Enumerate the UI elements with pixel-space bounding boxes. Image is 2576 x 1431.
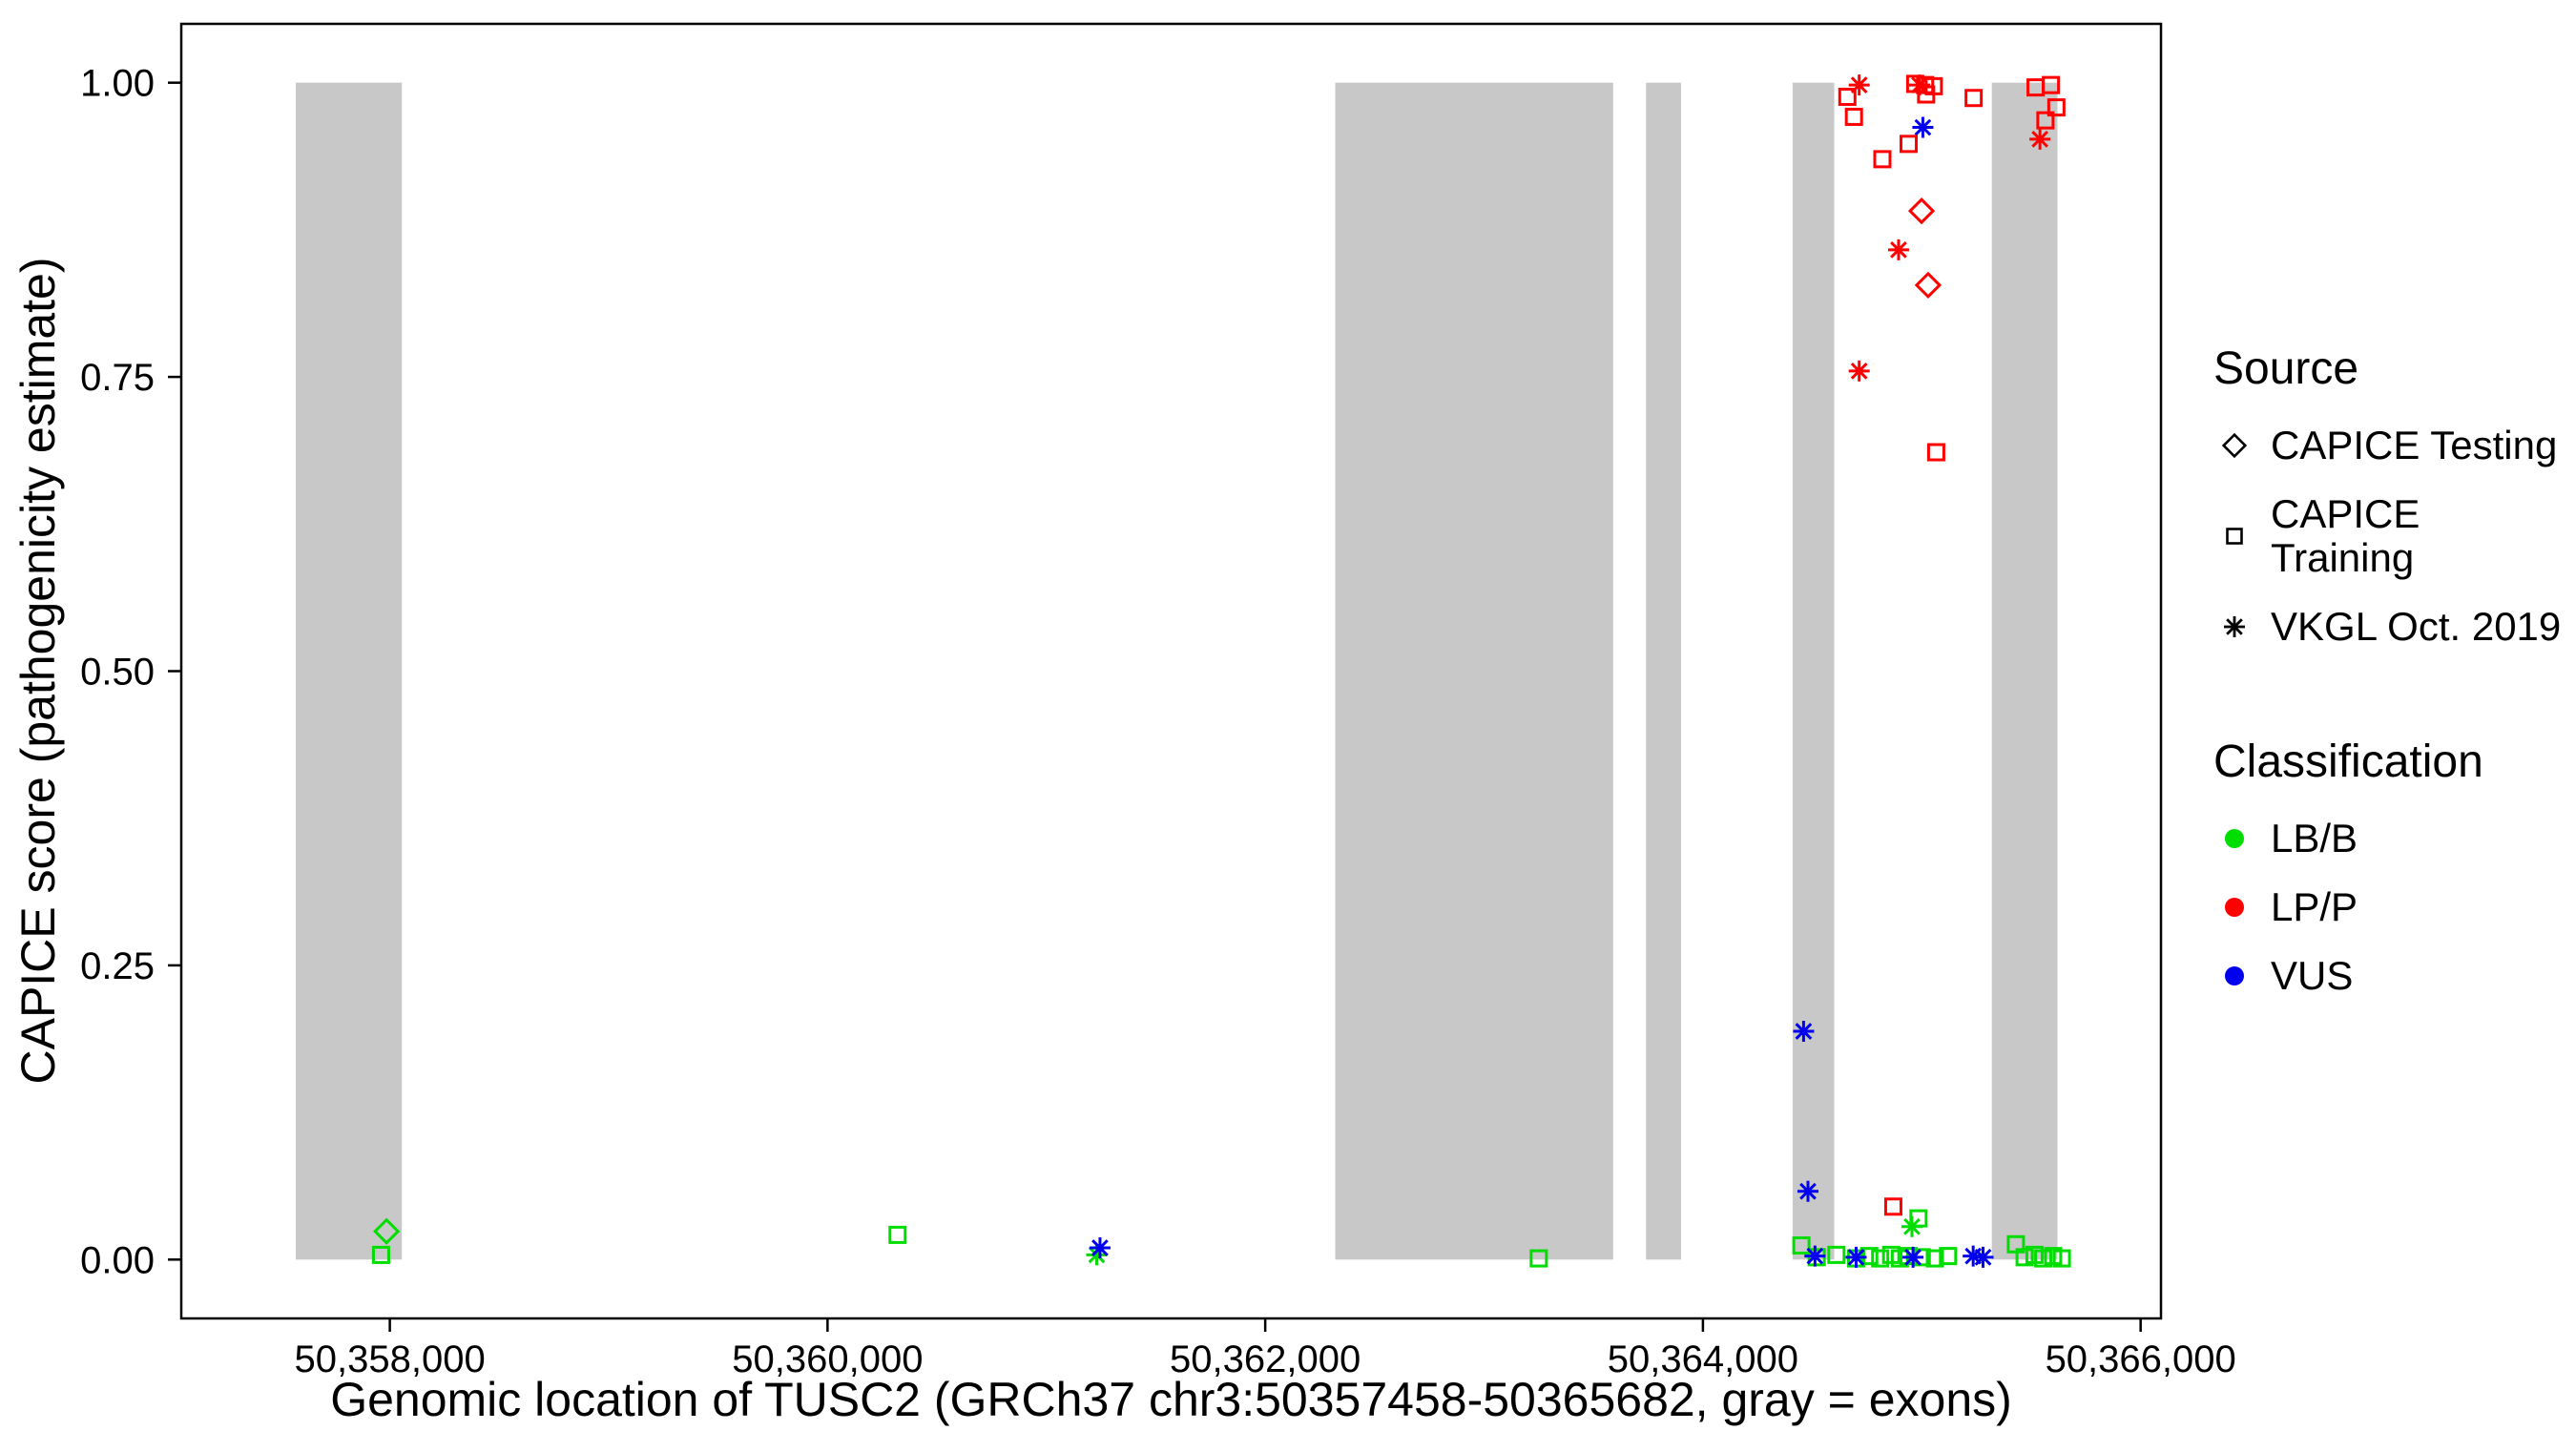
diamond-icon	[2221, 432, 2248, 459]
point-asterisk	[1848, 360, 1870, 382]
point-square	[2036, 111, 2055, 130]
point-square	[2034, 1249, 2053, 1268]
point-asterisk	[1086, 1244, 1108, 1266]
legend-section-classification: Classification LB/B LP/P VUS	[2213, 736, 2566, 998]
point-square	[1900, 135, 1919, 154]
point-asterisk	[1793, 1020, 1815, 1042]
point-square	[888, 1225, 907, 1244]
point-asterisk	[1902, 1246, 1924, 1268]
point-asterisk	[1804, 1245, 1826, 1267]
point-square	[1529, 1249, 1548, 1268]
point-square	[2046, 98, 2066, 117]
y-tick-label: 0.50	[80, 652, 155, 694]
x-axis-title: Genomic location of TUSC2 (GRCh37 chr3:5…	[330, 1373, 2012, 1426]
x-tick-label: 50,360,000	[732, 1338, 923, 1380]
point-asterisk	[1901, 1215, 1922, 1237]
lpp-dot-icon	[2225, 898, 2244, 917]
point-asterisk	[1908, 74, 1930, 96]
point-square	[1939, 1247, 1958, 1266]
point-square	[1926, 443, 1945, 462]
point-asterisk	[1797, 1180, 1819, 1202]
exon-region	[1792, 82, 1835, 1260]
y-tick-label: 0.75	[80, 357, 155, 399]
legend-item-capice-training: CAPICE Training	[2213, 492, 2566, 580]
x-tick-label: 50,366,000	[2046, 1338, 2236, 1380]
x-tick-label: 50,358,000	[295, 1338, 486, 1380]
point-square	[1871, 1249, 1890, 1268]
point-square	[1827, 1245, 1846, 1264]
point-asterisk	[1845, 1246, 1867, 1268]
asterisk-icon	[2224, 616, 2245, 637]
exon-region	[1646, 82, 1681, 1260]
legend-item-label: VUS	[2271, 953, 2354, 998]
point-square	[1838, 87, 1857, 106]
point-asterisk	[1912, 116, 1934, 138]
legend-section-source: Source CAPICE Testing CAPICE Training VK…	[2213, 343, 2566, 649]
vus-dot-icon	[2225, 966, 2244, 985]
point-square	[2015, 1248, 2034, 1267]
legend-item-capice-testing: CAPICE Testing	[2213, 424, 2566, 467]
legend-item-lpp: LP/P	[2213, 885, 2566, 929]
x-tick-label: 50,364,000	[1608, 1338, 1798, 1380]
point-asterisk	[1848, 74, 1870, 96]
exon-region	[1991, 82, 2058, 1260]
exon-region	[295, 82, 403, 1260]
point-square	[1925, 1249, 1944, 1268]
point-asterisk	[2029, 128, 2051, 150]
legend-item-label: CAPICE Testing	[2271, 423, 2558, 467]
point-asterisk	[1887, 238, 1909, 260]
point-asterisk	[1972, 1246, 1994, 1268]
point-square	[1873, 150, 1892, 169]
y-axis-title: CAPICE score (pathogenicity estimate)	[11, 257, 65, 1085]
y-tick-label: 0.25	[80, 945, 155, 987]
point-square	[1964, 89, 1984, 108]
point-square	[2042, 75, 2061, 94]
legend-classification-title: Classification	[2213, 736, 2483, 787]
point-square	[1883, 1197, 1902, 1216]
x-tick-label: 50,362,000	[1170, 1338, 1361, 1380]
point-square	[1917, 85, 1936, 104]
point-square	[371, 1245, 390, 1264]
point-diamond	[1907, 197, 1936, 225]
lbb-dot-icon	[2225, 829, 2244, 848]
square-icon	[2226, 528, 2243, 545]
legend-item-vkgl: VKGL Oct. 2019	[2213, 605, 2566, 649]
legend-item-label: LP/P	[2271, 884, 2358, 929]
panel-border	[179, 22, 2163, 1320]
legend-source-title: Source	[2213, 343, 2359, 394]
legend-item-label: VKGL Oct. 2019	[2271, 604, 2562, 649]
point-square	[2052, 1249, 2071, 1268]
point-square	[1792, 1236, 1811, 1255]
legend-item-lbb: LB/B	[2213, 817, 2566, 861]
y-tick-label: 1.00	[80, 63, 155, 105]
point-diamond	[1914, 271, 1942, 300]
legend: Source CAPICE Testing CAPICE Training VK…	[2213, 343, 2566, 1023]
y-tick-label: 0.00	[80, 1239, 155, 1281]
point-diamond	[373, 1217, 401, 1245]
point-square	[1844, 107, 1863, 126]
exon-region	[1335, 82, 1613, 1260]
legend-item-vus: VUS	[2213, 954, 2566, 998]
legend-item-label: LB/B	[2271, 816, 2358, 861]
point-asterisk	[1089, 1236, 1111, 1258]
legend-item-label: CAPICE Training	[2271, 491, 2420, 580]
